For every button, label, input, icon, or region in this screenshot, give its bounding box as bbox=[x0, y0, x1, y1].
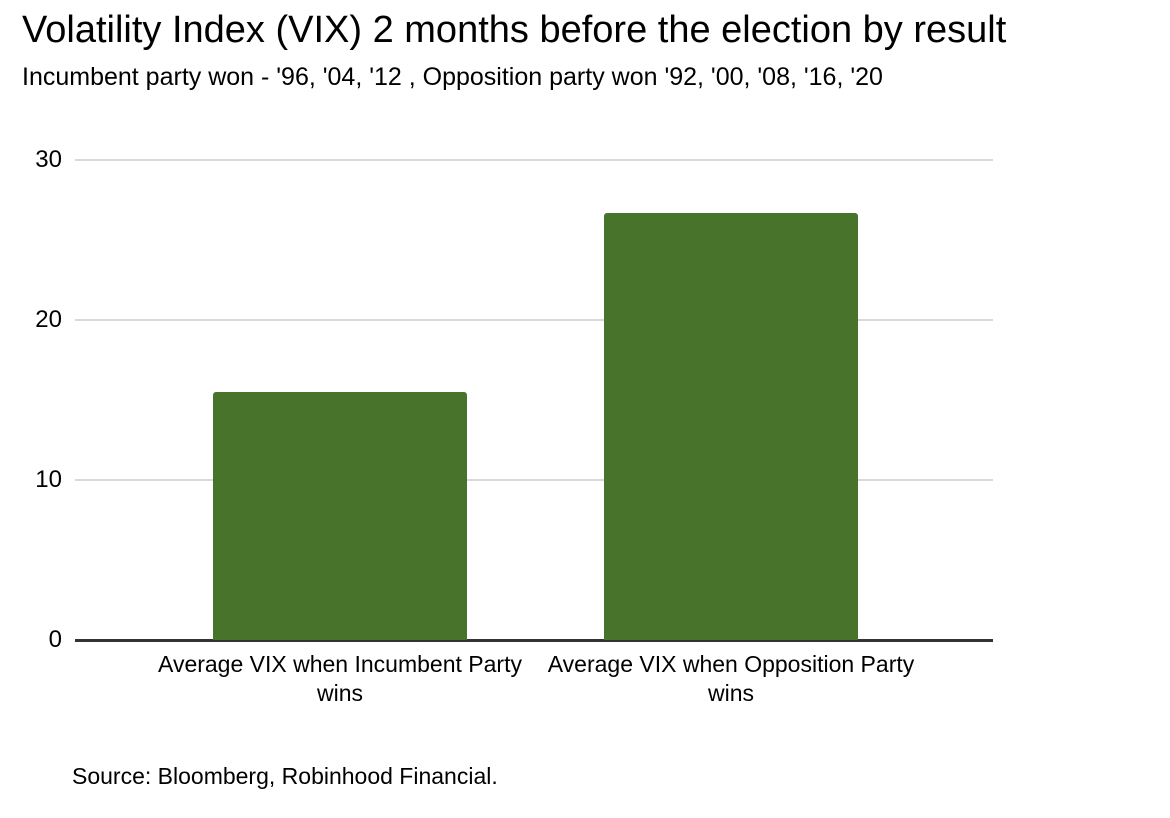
y-tick-label-30: 30 bbox=[35, 146, 62, 173]
y-tick-label-20: 20 bbox=[35, 306, 62, 333]
source-note: Source: Bloomberg, Robinhood Financial. bbox=[72, 763, 498, 789]
chart-title: Volatility Index (VIX) 2 months before t… bbox=[22, 9, 1007, 51]
chart-subtitle: Incumbent party won - '96, '04, '12 , Op… bbox=[22, 63, 883, 91]
plot-area bbox=[75, 159, 993, 642]
bar-0 bbox=[213, 392, 467, 640]
y-tick-label-0: 0 bbox=[48, 626, 62, 653]
gridline-30 bbox=[75, 159, 993, 161]
x-category-label-1: Average VIX when Opposition Party wins bbox=[547, 651, 915, 706]
gridline-10 bbox=[75, 479, 993, 481]
bar-1 bbox=[604, 212, 858, 640]
gridline-20 bbox=[75, 319, 993, 321]
x-axis-baseline bbox=[75, 639, 993, 642]
x-category-label-0: Average VIX when Incumbent Party wins bbox=[158, 651, 522, 706]
y-tick-label-10: 10 bbox=[35, 466, 62, 493]
